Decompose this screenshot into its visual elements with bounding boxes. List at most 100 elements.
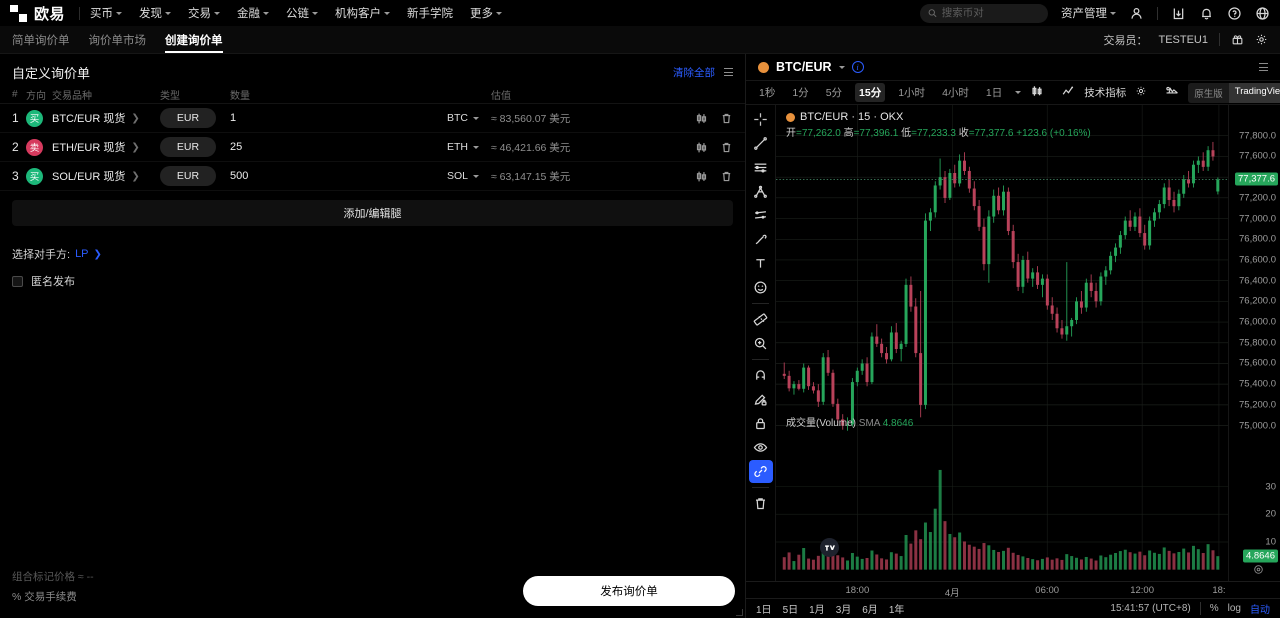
direction-badge-buy[interactable]: 买 (26, 109, 43, 127)
timeframe-1m[interactable]: 1分 (792, 87, 809, 99)
timeframe-4h[interactable]: 4小时 (942, 87, 969, 99)
type-pill[interactable]: EUR (160, 137, 216, 157)
lock-icon[interactable] (749, 412, 773, 435)
range-6mo[interactable]: 6月 (862, 605, 878, 616)
range-3mo[interactable]: 3月 (835, 605, 852, 616)
chevron-right-icon[interactable]: ❯ (131, 112, 140, 124)
search-input[interactable] (941, 7, 1040, 19)
counterparty-value[interactable]: LP (75, 248, 89, 260)
text-icon[interactable] (749, 252, 773, 275)
compare-icon[interactable] (1165, 85, 1179, 100)
tab-create-rfq[interactable]: 创建询价单 (165, 26, 223, 53)
row-instrument[interactable]: ETH/EUR 现货 ❯ (52, 139, 160, 155)
indicator-icon[interactable] (1062, 85, 1075, 100)
help-icon[interactable] (1227, 6, 1242, 21)
chevron-right-icon[interactable]: ❯ (93, 248, 102, 260)
indicators-button[interactable]: 技术指标 (1084, 87, 1127, 99)
timeframe-5m[interactable]: 5分 (825, 87, 843, 99)
chevron-right-icon[interactable]: ❯ (131, 141, 140, 153)
percent-scale-button[interactable]: % (1209, 603, 1219, 614)
menu-icon[interactable] (724, 68, 733, 76)
delete-icon[interactable] (720, 170, 733, 183)
view-native[interactable]: 原生版 (1194, 88, 1223, 100)
row-direction[interactable]: 卖 (26, 138, 52, 156)
pitchfork-icon[interactable] (749, 180, 773, 203)
row-direction[interactable]: 买 (26, 167, 52, 185)
price-axis[interactable]: 77,800.077,600.077,400.077,200.077,000.0… (1228, 105, 1280, 581)
quantity-unit-select[interactable]: BTC (447, 112, 491, 124)
delete-icon[interactable] (720, 112, 733, 125)
okx-logo[interactable]: 欧易 (10, 3, 65, 24)
candlestick-icon[interactable] (695, 170, 708, 183)
info-icon[interactable]: i (851, 61, 864, 73)
view-tradingview[interactable]: TradingView (1228, 82, 1280, 103)
nav-item-discover[interactable]: 发现 (139, 5, 172, 21)
range-5d[interactable]: 5日 (782, 605, 799, 616)
search-box[interactable] (920, 3, 1048, 23)
link-icon[interactable] (748, 460, 773, 483)
tab-rfq-market[interactable]: 询价单市场 (88, 34, 147, 47)
magnet-icon[interactable] (749, 364, 773, 387)
direction-badge-buy[interactable]: 买 (26, 167, 43, 185)
nav-item-finance[interactable]: 金融 (237, 5, 270, 21)
zoom-icon[interactable] (749, 332, 773, 355)
auto-scale-button[interactable]: 自动 (1250, 605, 1270, 616)
chevron-right-icon[interactable]: ❯ (131, 170, 140, 182)
gear-icon[interactable] (1135, 85, 1147, 100)
eye-icon[interactable] (749, 436, 773, 459)
candlestick-icon[interactable] (695, 141, 708, 154)
publish-rfq-button[interactable]: 发布询价单 (523, 576, 735, 606)
anonymous-checkbox[interactable] (12, 275, 23, 287)
nav-item-chain[interactable]: 公链 (286, 5, 319, 21)
user-icon[interactable] (1129, 6, 1144, 21)
trash-icon[interactable] (749, 492, 773, 515)
quantity-input[interactable] (230, 112, 447, 124)
type-pill[interactable]: EUR (160, 108, 216, 128)
add-edit-leg-button[interactable]: 添加/编辑腿 (12, 200, 733, 226)
nav-item-institutional[interactable]: 机构客户 (335, 5, 391, 21)
bell-icon[interactable] (1199, 6, 1214, 21)
type-pill[interactable]: EUR (160, 166, 216, 186)
range-1y[interactable]: 1年 (888, 605, 905, 616)
clear-all-button[interactable]: 清除全部 (673, 66, 715, 79)
quantity-input[interactable] (230, 141, 447, 153)
crosshair-icon[interactable] (749, 108, 773, 131)
row-instrument[interactable]: SOL/EUR 现货 ❯ (52, 168, 160, 184)
quantity-unit-select[interactable]: ETH (447, 141, 491, 153)
timeframe-1h[interactable]: 1小时 (898, 87, 926, 99)
range-1d[interactable]: 1日 (756, 605, 772, 616)
globe-icon[interactable] (1255, 6, 1270, 21)
chevron-down-icon[interactable] (1015, 91, 1022, 94)
quantity-input[interactable] (230, 170, 447, 182)
chart-menu-icon[interactable] (1259, 63, 1268, 71)
nav-item-academy[interactable]: 新手学院 (407, 5, 453, 21)
parallel-channel-icon[interactable] (749, 204, 773, 227)
chevron-down-icon[interactable] (838, 65, 845, 69)
pencil-lock-icon[interactable] (749, 388, 773, 411)
ruler-icon[interactable] (749, 308, 773, 331)
resize-handle[interactable] (736, 609, 743, 616)
quantity-unit-select[interactable]: SOL (447, 170, 491, 182)
brush-icon[interactable] (749, 228, 773, 251)
horizontal-lines-icon[interactable] (749, 156, 773, 179)
time-axis[interactable]: 18:00 4月 06:00 12:00 18: (746, 581, 1280, 599)
trend-line-icon[interactable] (749, 132, 773, 155)
gift-icon[interactable] (1231, 33, 1244, 46)
nav-item-trade[interactable]: 交易 (188, 5, 221, 21)
row-instrument[interactable]: BTC/EUR 现货 ❯ (52, 110, 160, 126)
delete-icon[interactable] (720, 141, 733, 154)
axis-settings-icon[interactable] (1253, 564, 1264, 578)
chart-view-toggle[interactable]: 原生版 TradingView (1188, 82, 1280, 103)
emoji-icon[interactable] (749, 276, 773, 299)
log-scale-button[interactable]: log (1227, 603, 1241, 614)
nav-item-buy-crypto[interactable]: 买币 (90, 5, 123, 21)
row-direction[interactable]: 买 (26, 109, 52, 127)
download-icon[interactable] (1171, 6, 1186, 21)
price-plot[interactable]: BTC/EUR · 15 · OKX 开=77,262.0 高=77,396.1… (776, 105, 1228, 581)
range-1mo[interactable]: 1月 (809, 605, 825, 616)
timeframe-1d[interactable]: 1日 (985, 87, 1003, 99)
timeframe-1s[interactable]: 1秒 (759, 87, 776, 99)
gear-icon[interactable] (1255, 33, 1268, 46)
assets-management-menu[interactable]: 资产管理 (1061, 5, 1116, 21)
timeframe-15m[interactable]: 15分 (855, 83, 886, 102)
